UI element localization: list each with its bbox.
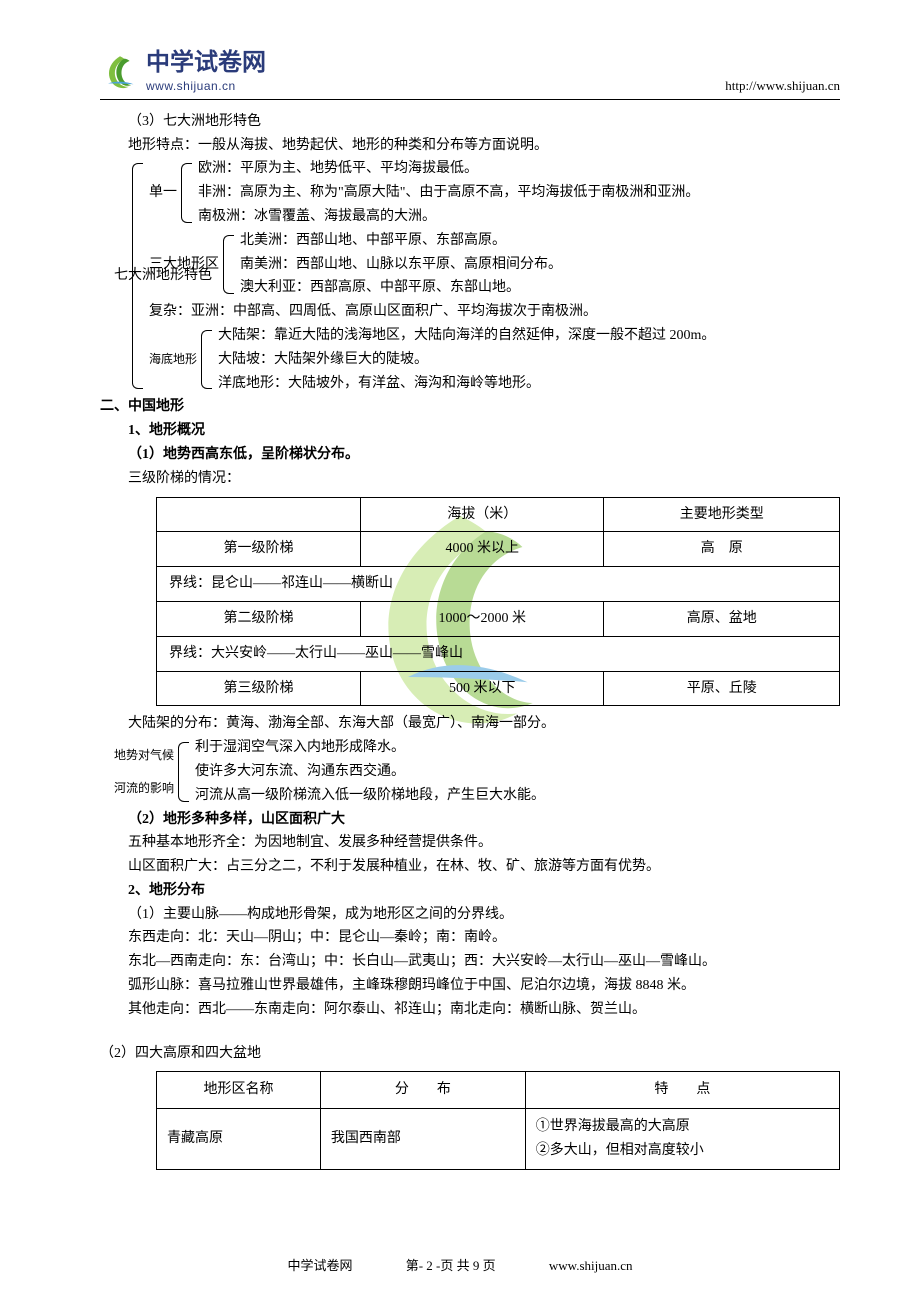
continent-terrain-tree: 七大洲地形特色 单一 欧洲：平原为主、地势低平、平均海拔最低。 非洲：高原为主、… (114, 157, 840, 395)
effects-item: 利于湿润空气深入内地形成降水。 (195, 736, 545, 760)
footer-url: www.shijuan.cn (549, 1258, 633, 1273)
table-span: 界线：大兴安岭——太行山——巫山——雪峰山 (157, 636, 840, 671)
seabed-group: 海底地形 大陆架：靠近大陆的浅海地区，大陆向海洋的自然延伸，深度一般不超过 20… (149, 324, 715, 395)
seabed-item: 大陆架：靠近大陆的浅海地区，大陆向海洋的自然延伸，深度一般不超过 200m。 (218, 324, 715, 348)
t2-h3: 特 点 (525, 1072, 839, 1109)
seabed-item: 大陆坡：大陆架外缘巨大的陡坡。 (218, 348, 715, 372)
three-region-group: 三大地形区 北美洲：西部山地、中部平原、东部高原。 南美洲：西部山地、山脉以东平… (149, 229, 715, 300)
single-item: 非洲：高原为主、称为"高原大陆"、由于高原不高，平均海拔低于南极洲和亚洲。 (198, 181, 699, 205)
single-group: 单一 欧洲：平原为主、地势低平、平均海拔最低。 非洲：高原为主、称为"高原大陆"… (149, 157, 715, 228)
th-empty (157, 497, 361, 532)
intro-steps: 三级阶梯的情况： (100, 467, 840, 491)
effects-label-2: 河流的影响 (114, 780, 174, 797)
three-item: 澳大利亚：西部高原、中部平原、东部山地。 (240, 276, 562, 300)
t2-cell: ①世界海拔最高的大高原 ②多大山，但相对高度较小 (525, 1109, 839, 1170)
table-cell: 第一级阶梯 (157, 532, 361, 567)
table-cell: 高 原 (604, 532, 840, 567)
p3-title: （3）七大洲地形特色 (100, 110, 840, 134)
effects-group: 地势对气候 河流的影响 利于湿润空气深入内地形成降水。 使许多大河东流、沟通东西… (114, 736, 840, 807)
t2-h1: 地形区名称 (157, 1072, 321, 1109)
footer-site: 中学试卷网 (287, 1258, 352, 1273)
table-cell: 高原、盆地 (604, 601, 840, 636)
logo-url: www.shijuan.cn (146, 76, 266, 96)
table-cell: 500 米以下 (361, 671, 604, 706)
h4-2: （2）地形多种多样，山区面积广大 (100, 808, 840, 832)
table-cell: 第三级阶梯 (157, 671, 361, 706)
p-2a: 五种基本地形齐全：为因地制宜、发展多种经营提供条件。 (100, 831, 840, 855)
page-header: 中学试卷网 www.shijuan.cn http://www.shijuan.… (100, 50, 840, 100)
logo-title: 中学试卷网 (146, 50, 266, 76)
single-item: 南极洲：冰雪覆盖、海拔最高的大洲。 (198, 205, 699, 229)
th-landform: 主要地形类型 (604, 497, 840, 532)
complex-line: 复杂：亚洲：中部高、四周低、高原山区面积广、平均海拔次于南极洲。 (149, 300, 715, 324)
h4-1: （1）地势西高东低，呈阶梯状分布。 (100, 443, 840, 467)
table-span: 界线：昆仑山——祁连山——横断山 (157, 567, 840, 602)
table-cell: 第二级阶梯 (157, 601, 361, 636)
p3-line1: 地形特点：一般从海拔、地势起伏、地形的种类和分布等方面说明。 (100, 134, 840, 158)
single-item: 欧洲：平原为主、地势低平、平均海拔最低。 (198, 157, 699, 181)
shelf-line: 大陆架的分布：黄海、渤海全部、东海大部（最宽广）、南海一部分。 (100, 712, 840, 736)
h4-3: （2）四大高原和四大盆地 (100, 1042, 840, 1066)
page-footer: 中学试卷网 第- 2 -页 共 9 页 www.shijuan.cn (0, 1255, 920, 1277)
tree-root-label: 七大洲地形特色 (114, 157, 132, 395)
p-d5: 其他走向：西北——东南走向：阿尔泰山、祁连山；南北走向：横断山脉、贺兰山。 (100, 998, 840, 1022)
effects-label: 地势对气候 河流的影响 (114, 736, 178, 807)
h2-china: 二、中国地形 (100, 395, 840, 419)
th-elevation: 海拔（米） (361, 497, 604, 532)
p-d1: （1）主要山脉——构成地形骨架，成为地形区之间的分界线。 (100, 903, 840, 927)
p-d3: 东北—西南走向：东：台湾山；中：长白山—武夷山；西：大兴安岭—太行山—巫山—雪峰… (100, 950, 840, 974)
p-d4: 弧形山脉：喜马拉雅山世界最雄伟，主峰珠穆朗玛峰位于中国、尼泊尔边境，海拔 884… (100, 974, 840, 998)
header-url: http://www.shijuan.cn (725, 75, 840, 97)
seabed-label: 海底地形 (149, 324, 201, 395)
t2-h2: 分 布 (320, 1072, 525, 1109)
three-item: 北美洲：西部山地、中部平原、东部高原。 (240, 229, 562, 253)
plateau-basin-table: 地形区名称 分 布 特 点 青藏高原 我国西南部 ①世界海拔最高的大高原 ②多大… (156, 1071, 840, 1169)
effects-item: 使许多大河东流、沟通东西交通。 (195, 760, 545, 784)
h3-2: 2、地形分布 (100, 879, 840, 903)
p-d2: 东西走向：北：天山—阴山；中：昆仑山—秦岭；南：南岭。 (100, 926, 840, 950)
logo-icon (100, 53, 140, 93)
table-cell: 平原、丘陵 (604, 671, 840, 706)
seabed-item: 洋底地形：大陆坡外，有洋盆、海沟和海岭等地形。 (218, 372, 715, 396)
logo-block: 中学试卷网 www.shijuan.cn (100, 50, 266, 97)
table-cell: 4000 米以上 (361, 532, 604, 567)
three-label: 三大地形区 (149, 229, 223, 300)
h3-overview: 1、地形概况 (100, 419, 840, 443)
t2-cell: 我国西南部 (320, 1109, 525, 1170)
p-2b: 山区面积广大：占三分之二，不利于发展种植业，在林、牧、矿、旅游等方面有优势。 (100, 855, 840, 879)
table-cell: 1000～2000 米 (361, 601, 604, 636)
single-label: 单一 (149, 157, 181, 228)
three-step-table: 海拔（米） 主要地形类型 第一级阶梯 4000 米以上 高 原 界线：昆仑山——… (156, 497, 840, 707)
effects-label-1: 地势对气候 (114, 747, 174, 764)
effects-item: 河流从高一级阶梯流入低一级阶梯地段，产生巨大水能。 (195, 784, 545, 808)
three-item: 南美洲：西部山地、山脉以东平原、高原相间分布。 (240, 253, 562, 277)
t2-cell: 青藏高原 (157, 1109, 321, 1170)
footer-page: 第- 2 -页 共 9 页 (406, 1258, 496, 1273)
